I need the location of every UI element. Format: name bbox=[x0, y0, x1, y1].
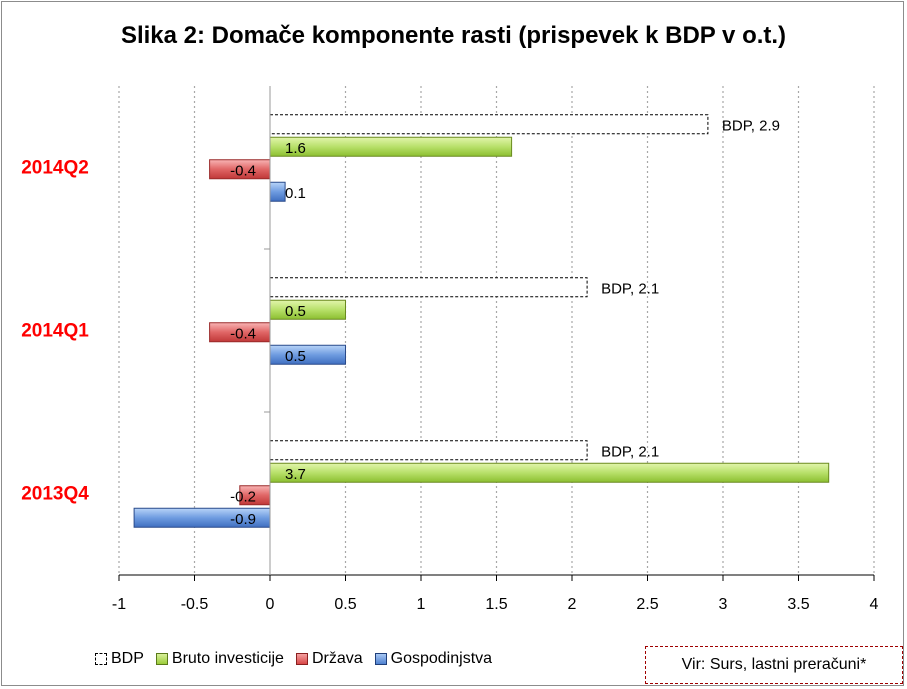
legend-swatch-bdp bbox=[95, 653, 107, 665]
data-label-drz-2014q2: -0.4 bbox=[230, 162, 256, 179]
x-tick-label-1.5: 1.5 bbox=[485, 596, 507, 613]
x-tick-label-2: 2 bbox=[568, 596, 577, 613]
x-tick-label-4: 4 bbox=[870, 596, 879, 613]
data-label-drz-2014q1: -0.4 bbox=[230, 325, 256, 342]
bar-bdp-2014q2 bbox=[269, 114, 709, 135]
data-label-inv-2014q2: 1.6 bbox=[285, 140, 306, 157]
category-label-2014q1: 2014Q1 bbox=[21, 321, 89, 342]
data-label-inv-2014q1: 0.5 bbox=[285, 303, 306, 320]
x-tick-label--0.5: -0.5 bbox=[181, 596, 209, 613]
x-tick-label-3.5: 3.5 bbox=[787, 596, 809, 613]
data-label-bdp-2014q2: BDP, 2.9 bbox=[722, 117, 780, 134]
legend-item-gospodinjstva: Gospodinjstva bbox=[374, 650, 493, 668]
data-label-gos-2013q4: -0.9 bbox=[230, 511, 256, 528]
source-note: Vir: Surs, lastni preračuni* bbox=[645, 646, 903, 684]
data-label-bdp-2014q1: BDP, 2.1 bbox=[601, 280, 659, 297]
bar-gos-2014q2 bbox=[269, 181, 286, 202]
bar-gos-2014q1 bbox=[269, 344, 346, 365]
bar-inv-2014q1 bbox=[269, 299, 346, 320]
legend: BDP Bruto investicije Država Gospodinjst… bbox=[95, 650, 504, 668]
bar-inv-2013q4 bbox=[269, 462, 830, 483]
legend-label-bdp: BDP bbox=[111, 650, 144, 667]
legend-item-bruto-investicije: Bruto investicije bbox=[155, 650, 284, 668]
x-tick-label--1: -1 bbox=[112, 596, 126, 613]
x-tick-label-0: 0 bbox=[266, 596, 275, 613]
data-label-gos-2014q1: 0.5 bbox=[285, 348, 306, 365]
chart-title: Slika 2: Domače komponente rasti (prispe… bbox=[120, 22, 787, 49]
legend-swatch-bruto-investicije bbox=[155, 653, 168, 665]
data-label-inv-2013q4: 3.7 bbox=[285, 466, 306, 483]
data-label-gos-2014q2: 0.1 bbox=[285, 185, 306, 202]
legend-item-bdp: BDP bbox=[95, 650, 144, 668]
data-label-drz-2013q4: -0.2 bbox=[230, 488, 256, 505]
legend-swatch-gospodinjstva bbox=[374, 653, 387, 665]
legend-label-drzava: Država bbox=[311, 650, 363, 667]
category-label-2014q2: 2014Q2 bbox=[21, 158, 89, 179]
legend-item-drzava: Država bbox=[295, 650, 363, 668]
bar-bdp-2013q4 bbox=[269, 440, 588, 461]
x-tick-label-2.5: 2.5 bbox=[636, 596, 658, 613]
bar-bdp-2014q1 bbox=[269, 277, 588, 298]
bar-inv-2014q2 bbox=[269, 136, 513, 157]
data-label-bdp-2013q4: BDP, 2.1 bbox=[601, 443, 659, 460]
category-label-2013q4: 2013Q4 bbox=[21, 484, 89, 505]
legend-label-gospodinjstva: Gospodinjstva bbox=[390, 650, 493, 667]
legend-label-bruto-investicije: Bruto investicije bbox=[171, 650, 284, 667]
x-tick-label-1: 1 bbox=[417, 596, 426, 613]
x-tick-label-3: 3 bbox=[719, 596, 728, 613]
x-tick-label-0.5: 0.5 bbox=[334, 596, 356, 613]
legend-swatch-drzava bbox=[295, 653, 308, 665]
